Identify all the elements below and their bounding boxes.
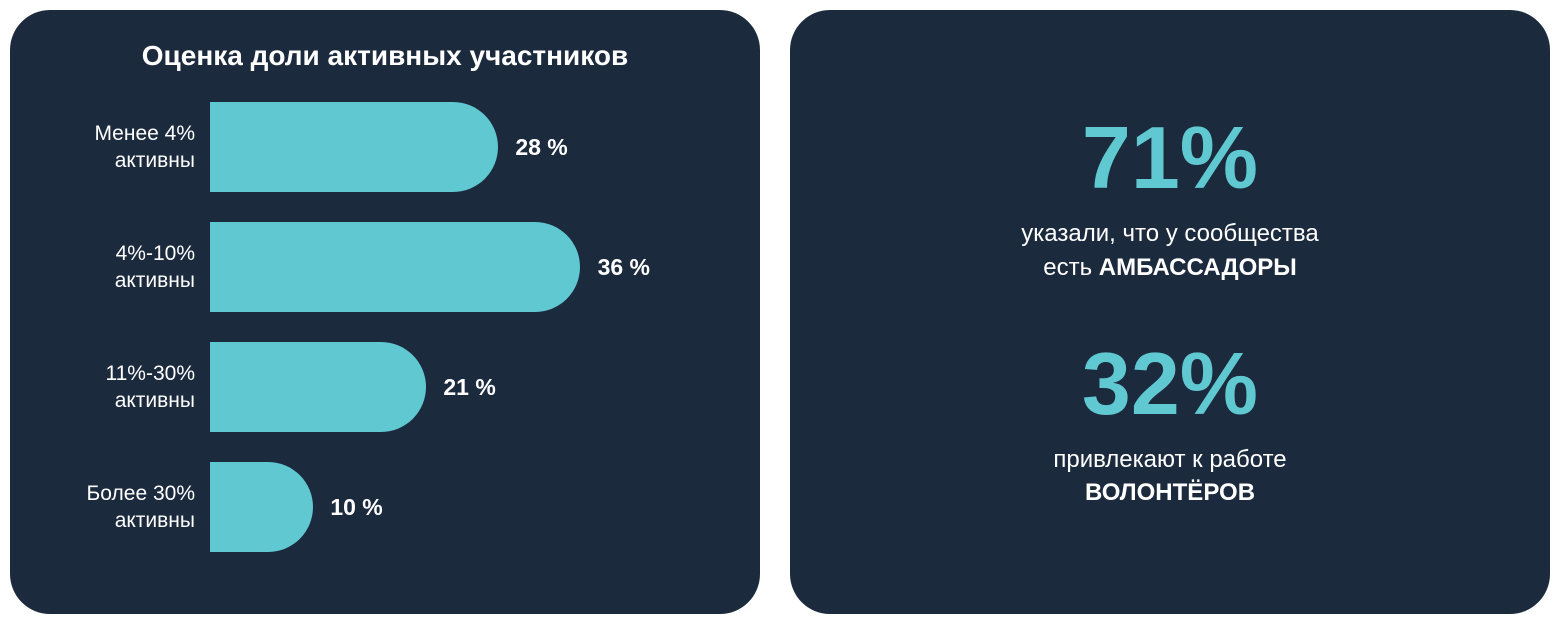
stat-text: указали, что у сообщества есть АМБАССАДО…	[1021, 217, 1318, 284]
bar-value: 10 %	[330, 494, 382, 521]
bar-container: 10 %	[210, 462, 725, 552]
stat-number: 71%	[1021, 114, 1318, 202]
bar: 21 %	[210, 342, 426, 432]
bar-container: 36 %	[210, 222, 725, 312]
bar-row: 11%-30% активны 21 %	[55, 342, 725, 432]
bar: 36 %	[210, 222, 580, 312]
stat-block: 71% указали, что у сообщества есть АМБАС…	[1021, 114, 1318, 284]
stat-block: 32% привлекают к работе ВОЛОНТЁРОВ	[1053, 340, 1286, 510]
bar-container: 21 %	[210, 342, 725, 432]
stat-number: 32%	[1053, 340, 1286, 428]
bar-container: 28 %	[210, 102, 725, 192]
bar-label: Менее 4% активны	[55, 120, 210, 175]
bar-label: Более 30% активны	[55, 480, 210, 535]
bar: 10 %	[210, 462, 313, 552]
bar-label: 11%-30% активны	[55, 360, 210, 415]
bar-value: 36 %	[598, 254, 650, 281]
stat-text: привлекают к работе ВОЛОНТЁРОВ	[1053, 443, 1286, 510]
bar-row: Более 30% активны 10 %	[55, 462, 725, 552]
chart-area: Менее 4% активны 28 % 4%-10% активны 36 …	[45, 102, 725, 552]
chart-panel: Оценка доли активных участников Менее 4%…	[10, 10, 760, 614]
bar-label: 4%-10% активны	[55, 240, 210, 295]
stats-panel: 71% указали, что у сообщества есть АМБАС…	[790, 10, 1550, 614]
chart-title: Оценка доли активных участников	[45, 40, 725, 72]
bar: 28 %	[210, 102, 498, 192]
bar-value: 28 %	[515, 134, 567, 161]
bar-row: Менее 4% активны 28 %	[55, 102, 725, 192]
bar-row: 4%-10% активны 36 %	[55, 222, 725, 312]
bar-value: 21 %	[443, 374, 495, 401]
